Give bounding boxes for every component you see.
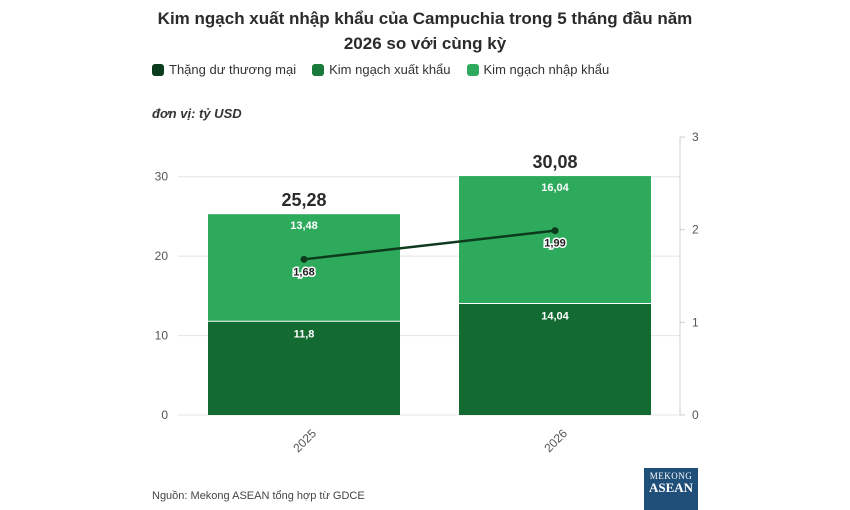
legend-swatch-export <box>312 63 325 76</box>
surplus-point-2026 <box>551 227 559 235</box>
y-right-tick-label: 0 <box>692 408 699 422</box>
data-label-import-2025: 13,48 <box>290 220 318 232</box>
x-tick-label-2025: 2025 <box>290 426 319 455</box>
legend-item-export: Kim ngạch xuất khẩu <box>312 62 451 77</box>
logo-line-1: MEKONG <box>649 471 693 481</box>
chart-title: Kim ngạch xuất nhập khẩu của Campuchia t… <box>0 6 850 56</box>
legend: Thặng dư thương mại Kim ngạch xuất khẩu … <box>152 62 609 77</box>
surplus-line <box>303 229 556 261</box>
legend-item-import: Kim ngạch nhập khẩu <box>466 62 610 77</box>
unit-label: đơn vị: tỷ USD <box>152 106 242 121</box>
y-right-tick-label: 3 <box>692 130 699 144</box>
y-left-tick-label: 10 <box>155 329 169 343</box>
legend-label-export: Kim ngạch xuất khẩu <box>329 62 451 77</box>
surplus-point-2025 <box>300 255 308 263</box>
data-label-export-2025: 11,8 <box>294 328 315 340</box>
y-left-tick-label: 30 <box>155 170 169 184</box>
legend-item-surplus: Thặng dư thương mại <box>152 62 296 77</box>
legend-label-surplus: Thặng dư thương mại <box>169 62 297 77</box>
brand-logo: MEKONG ASEAN <box>644 468 698 510</box>
total-label-2025: 25,28 <box>281 190 326 210</box>
logo-line-2: ASEAN <box>648 480 694 496</box>
data-label-surplus-2026: 1,99 <box>544 238 565 250</box>
data-label-surplus-2025: 1,68 <box>293 266 314 278</box>
legend-swatch-surplus <box>152 63 164 76</box>
y-left-tick-label: 20 <box>155 249 169 263</box>
y-right-tick-label: 2 <box>692 223 699 237</box>
bar-import-2026 <box>459 176 651 304</box>
data-label-import-2026: 16,04 <box>541 182 569 194</box>
total-label-2026: 30,08 <box>532 152 577 172</box>
y-left-tick-label: 0 <box>161 408 168 422</box>
bar-export-2025 <box>208 321 400 415</box>
bar-export-2026 <box>459 303 651 415</box>
legend-swatch-import <box>466 63 479 76</box>
data-label-export-2026: 14,04 <box>541 310 569 322</box>
chart-title-line-1: Kim ngạch xuất nhập khẩu của Campuchia t… <box>157 9 693 28</box>
x-tick-label-2026: 2026 <box>541 426 570 455</box>
chart-title-line-2: 2026 so với cùng kỳ <box>343 34 507 53</box>
legend-label-import: Kim ngạch nhập khẩu <box>483 62 610 77</box>
line-layer <box>300 227 559 263</box>
source-note: Nguồn: Mekong ASEAN tổng hợp từ GDCE <box>152 490 365 502</box>
bar-layer <box>208 176 651 415</box>
bar-import-2025 <box>208 214 400 322</box>
y-right-tick-label: 1 <box>692 315 699 329</box>
